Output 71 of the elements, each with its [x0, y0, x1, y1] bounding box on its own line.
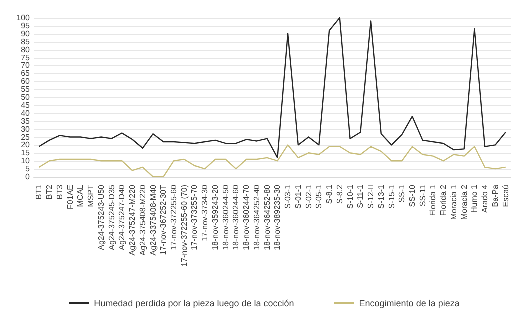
y-tick-label: 50: [21, 93, 31, 102]
y-tick-label: 95: [21, 21, 31, 30]
y-tick-label: 20: [21, 140, 31, 150]
x-tick-label: MSPT: [86, 184, 96, 208]
x-tick-label: 18-nov-389235-30: [273, 184, 282, 250]
x-tick-label: Ag24-3375408-M40: [148, 184, 158, 256]
x-tick-label: Ba-Pa: [490, 184, 500, 208]
x-tick-label: 18-nov-359243-20: [210, 184, 220, 250]
legend-label: Humedad perdida por la pieza luego de la cocción: [94, 298, 294, 308]
y-tick-label: 60: [21, 77, 31, 86]
x-tick-label: SS-11: [418, 184, 428, 207]
y-tick-label: 65: [21, 69, 31, 78]
x-tick-label: S-15-1: [387, 184, 396, 210]
x-tick-label: Ag24-375243-U50: [96, 184, 106, 250]
x-tick-label: F01AE: [66, 185, 75, 210]
x-tick-label: 18-nov-360244-50: [221, 184, 230, 250]
x-tick-label: Moracia 1: [449, 184, 458, 220]
x-tick-label: Humo 1: [470, 184, 480, 214]
x-tick-label: 17-nov-367252-30T: [159, 184, 168, 256]
x-tick-label: 18-nov-360244-70: [242, 184, 252, 250]
x-tick-label: SS-1: [398, 184, 407, 203]
x-tick-label: 17-nov-3734-30: [200, 184, 210, 242]
x-tick-label: S-11-1: [356, 184, 366, 208]
line-series: [38, 144, 506, 178]
x-tick-label: S-8.2: [335, 184, 344, 204]
x-tick-label: Moracia 2: [460, 184, 469, 220]
x-tick-label: Ag24-375408-M220: [138, 184, 148, 256]
x-tick-label: MCAL: [76, 184, 86, 208]
x-tick-label: 17-nov-373255-70: [190, 184, 200, 250]
x-tick-label: BT1: [34, 184, 44, 200]
x-tick-label: S-01-1: [294, 184, 303, 210]
y-tick-label: 70: [21, 61, 31, 70]
y-tick-label: 45: [21, 100, 31, 110]
legend-label: Encogimiento de la pieza: [359, 298, 460, 308]
x-tick-label: S-12-II: [366, 185, 376, 210]
y-tick-label: 35: [21, 116, 31, 126]
x-tick-label: S-02-1: [304, 184, 314, 210]
x-tick-label: 18-nov-364252-80: [262, 184, 272, 250]
x-tick-label: SS-10: [408, 184, 417, 208]
x-tick-label: Ag24-375247-M220: [128, 184, 138, 256]
y-tick-label: 55: [21, 85, 31, 94]
x-tick-label: Arado 4: [480, 184, 490, 214]
x-tick-label: Florida 2: [439, 184, 448, 216]
y-tick-label: 0: [26, 172, 31, 182]
y-tick-label: 90: [21, 29, 31, 38]
y-tick-label: 75: [21, 53, 31, 62]
y-tick-label: 15: [21, 148, 31, 158]
y-tick-label: 85: [21, 37, 31, 46]
x-tick-label: S-10-1: [346, 184, 355, 210]
y-tick-label: 100: [16, 14, 31, 22]
x-tick-label: BT3: [55, 184, 64, 200]
x-tick-label: 17-nov-372255-60 (70): [180, 184, 189, 267]
x-tick-label: Ag24-375247-D40: [118, 184, 127, 250]
x-tick-label: S-8.1: [325, 184, 334, 204]
x-tick-label: 18-nov-360244-60: [232, 184, 241, 250]
x-tick-label: S-05-1: [314, 184, 324, 210]
y-tick-label: 10: [21, 156, 31, 166]
x-tick-label: S-13-1: [376, 184, 386, 210]
y-tick-label: 40: [21, 108, 31, 118]
x-tick-label: 17-nov-372255-60: [169, 184, 178, 250]
y-tick-label: 25: [21, 132, 31, 142]
line-series: [38, 17, 506, 159]
x-tick-label: Ag24-375245-D35: [107, 184, 116, 250]
y-tick-label: 5: [26, 164, 31, 174]
x-tick-label: Florida 1: [428, 184, 438, 216]
x-tick-label: S-03-1: [284, 184, 293, 210]
x-tick-label: BT2: [45, 184, 54, 200]
x-tick-label: Escaú: [501, 185, 510, 208]
y-tick-label: 30: [21, 124, 31, 134]
y-tick-label: 80: [21, 45, 31, 54]
x-tick-label: 18-nov-364252-40: [252, 184, 262, 250]
